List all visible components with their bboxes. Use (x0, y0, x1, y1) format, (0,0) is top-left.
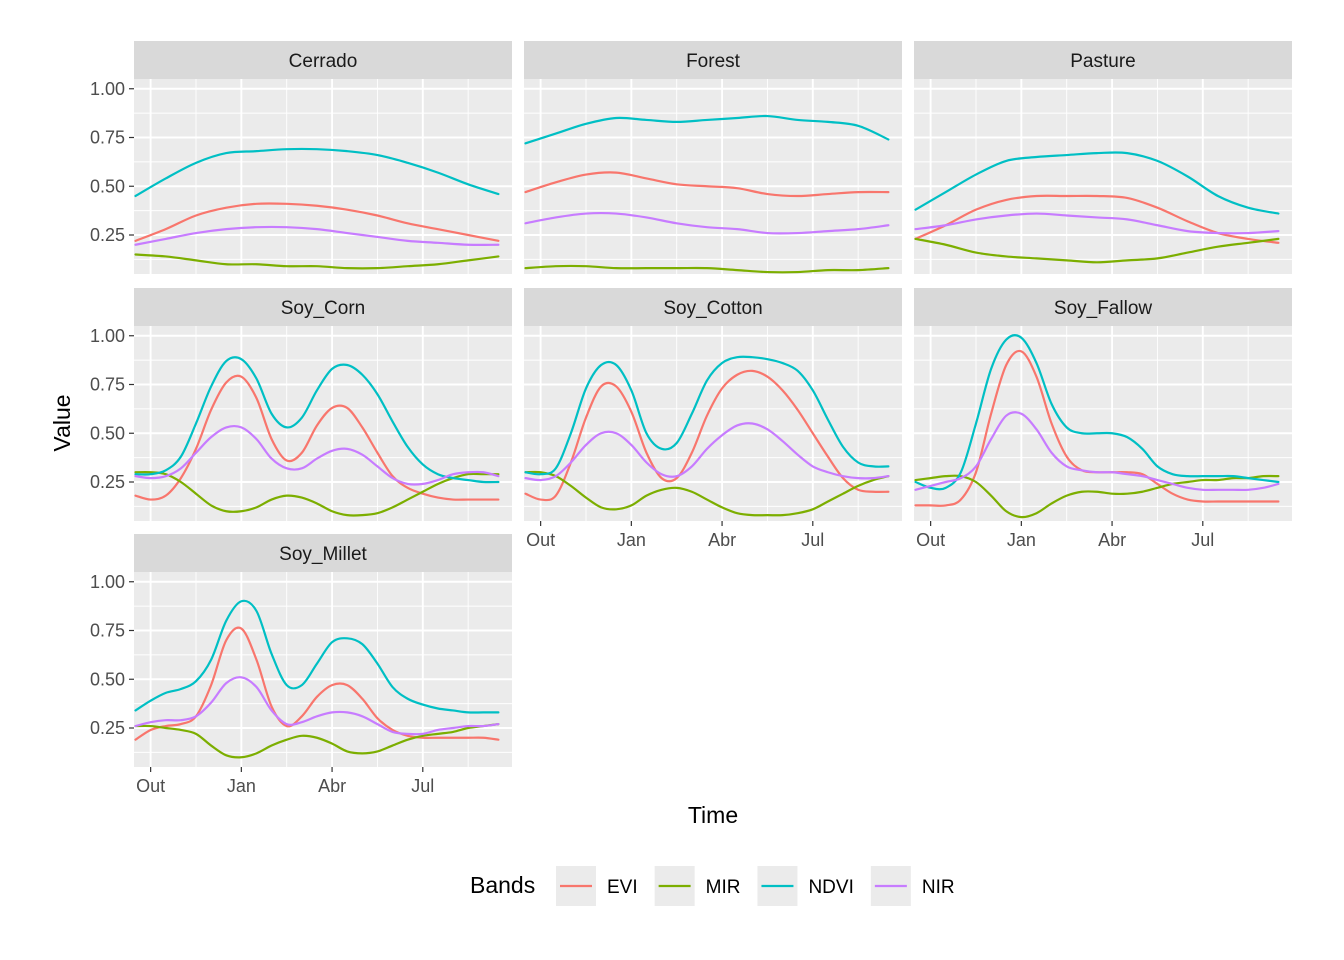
y-axis-title: Value (49, 394, 75, 451)
x-tick-label: Jul (801, 530, 824, 550)
legend-label: NIR (922, 877, 955, 898)
panel-background (524, 79, 902, 274)
x-tick-label: Jan (617, 530, 646, 550)
facet-strip-label: Cerrado (289, 51, 358, 72)
x-tick-label: Jul (411, 776, 434, 796)
facet-strip-soy-millet (134, 534, 512, 572)
series-line-ndvi (134, 147, 500, 198)
y-tick-label: 1.00 (90, 572, 125, 592)
series-line-nir (524, 211, 890, 235)
series-line-ndvi (914, 334, 1280, 491)
facet-panel-soy-cotton: Soy_Cotton Out Jan Abr Jul (524, 288, 902, 550)
y-tick-label: 1.00 (90, 79, 125, 99)
y-tick-label: 0.75 (90, 621, 125, 641)
legend-item-nir: NIR (870, 866, 955, 906)
x-tick-label: Abr (1098, 530, 1126, 550)
facet-strip-soy-cotton (524, 288, 902, 326)
series-line-ndvi (134, 356, 500, 484)
y-tick-label: 0.25 (90, 718, 125, 738)
y-tick-label: 0.50 (90, 423, 125, 443)
facet-strip-label: Forest (686, 51, 741, 72)
series-line-nir (134, 676, 500, 736)
facet-strip-soy-fallow (914, 288, 1292, 326)
series-lines (134, 599, 500, 759)
series-line-evi (524, 369, 890, 502)
facet-panel-soy-millet: Soy_Millet 0.25 0.50 0.75 1.00 Out Jan Abr Jul (90, 534, 512, 796)
series-lines (134, 147, 500, 270)
facet-panel-forest: Forest (524, 41, 902, 274)
series-lines (134, 356, 500, 517)
series-line-ndvi (134, 599, 500, 714)
x-tick-label: Abr (708, 530, 736, 550)
x-tick-label: Abr (318, 776, 346, 796)
series-line-evi (134, 202, 500, 242)
y-tick-label: 0.50 (90, 669, 125, 689)
x-axis-title: Time (688, 802, 738, 828)
x-tick-label: Out (916, 530, 945, 550)
series-line-mir (134, 723, 500, 759)
facet-panel-cerrado: Cerrado 0.25 0.50 0.75 1.00 (90, 41, 512, 274)
facet-strip-label: Pasture (1070, 51, 1135, 72)
series-lines (524, 355, 890, 517)
x-tick-label: Jan (227, 776, 256, 796)
panel-background (914, 79, 1292, 274)
legend-item-mir: MIR (654, 866, 741, 906)
facet-strip-label: Soy_Millet (279, 544, 367, 565)
facet-panel-soy-fallow: Soy_Fallow Out Jan Abr Jul (914, 288, 1292, 550)
y-tick-label: 0.25 (90, 472, 125, 492)
panel-background (524, 326, 902, 521)
facet-strip-label: Soy_Corn (281, 298, 366, 319)
facet-panels: Cerrado 0.25 0.50 0.75 1.00 Forest Pasture Soy_… (90, 41, 1292, 796)
x-tick-label: Jul (1191, 530, 1214, 550)
legend-item-evi: EVI (556, 866, 638, 906)
legend-label: EVI (607, 877, 638, 898)
x-tick-label: Out (526, 530, 555, 550)
series-line-mir (524, 264, 890, 274)
facet-strip-forest (524, 41, 902, 79)
y-tick-label: 0.25 (90, 225, 125, 245)
series-line-mir (134, 253, 500, 270)
series-line-mir (914, 237, 1280, 264)
facet-strip-label: Soy_Fallow (1054, 298, 1152, 319)
y-tick-label: 0.75 (90, 128, 125, 148)
series-line-mir (524, 470, 890, 517)
y-tick-label: 1.00 (90, 326, 125, 346)
facet-panel-pasture: Pasture (914, 41, 1292, 274)
facet-strip-cerrado (134, 41, 512, 79)
y-tick-label: 0.50 (90, 176, 125, 196)
x-tick-label: Jan (1007, 530, 1036, 550)
facet-strip-soy-corn (134, 288, 512, 326)
series-lines (524, 114, 890, 274)
series-line-nir (914, 411, 1280, 492)
series-line-ndvi (914, 151, 1280, 215)
facet-strip-pasture (914, 41, 1292, 79)
legend-label: NDVI (808, 877, 853, 898)
series-line-nir (134, 225, 500, 246)
facet-panel-soy-corn: Soy_Corn 0.25 0.50 0.75 1.00 (90, 288, 512, 521)
legend: Bands EVI MIR NDVI NIR (470, 866, 955, 906)
series-line-ndvi (524, 355, 890, 476)
legend-item-ndvi: NDVI (757, 866, 854, 906)
x-tick-label: Out (136, 776, 165, 796)
legend-label: MIR (706, 877, 741, 898)
series-line-mir (914, 474, 1280, 519)
series-lines (914, 334, 1280, 519)
series-line-nir (134, 424, 500, 486)
series-line-nir (524, 422, 890, 482)
series-line-evi (134, 374, 500, 501)
series-line-nir (914, 212, 1280, 235)
series-line-mir (134, 471, 500, 517)
panel-background (134, 326, 512, 521)
series-line-evi (524, 171, 890, 198)
y-tick-label: 0.75 (90, 375, 125, 395)
legend-title: Bands (470, 872, 535, 898)
series-lines (914, 151, 1280, 264)
facet-strip-label: Soy_Cotton (663, 298, 762, 319)
series-line-ndvi (524, 114, 890, 145)
